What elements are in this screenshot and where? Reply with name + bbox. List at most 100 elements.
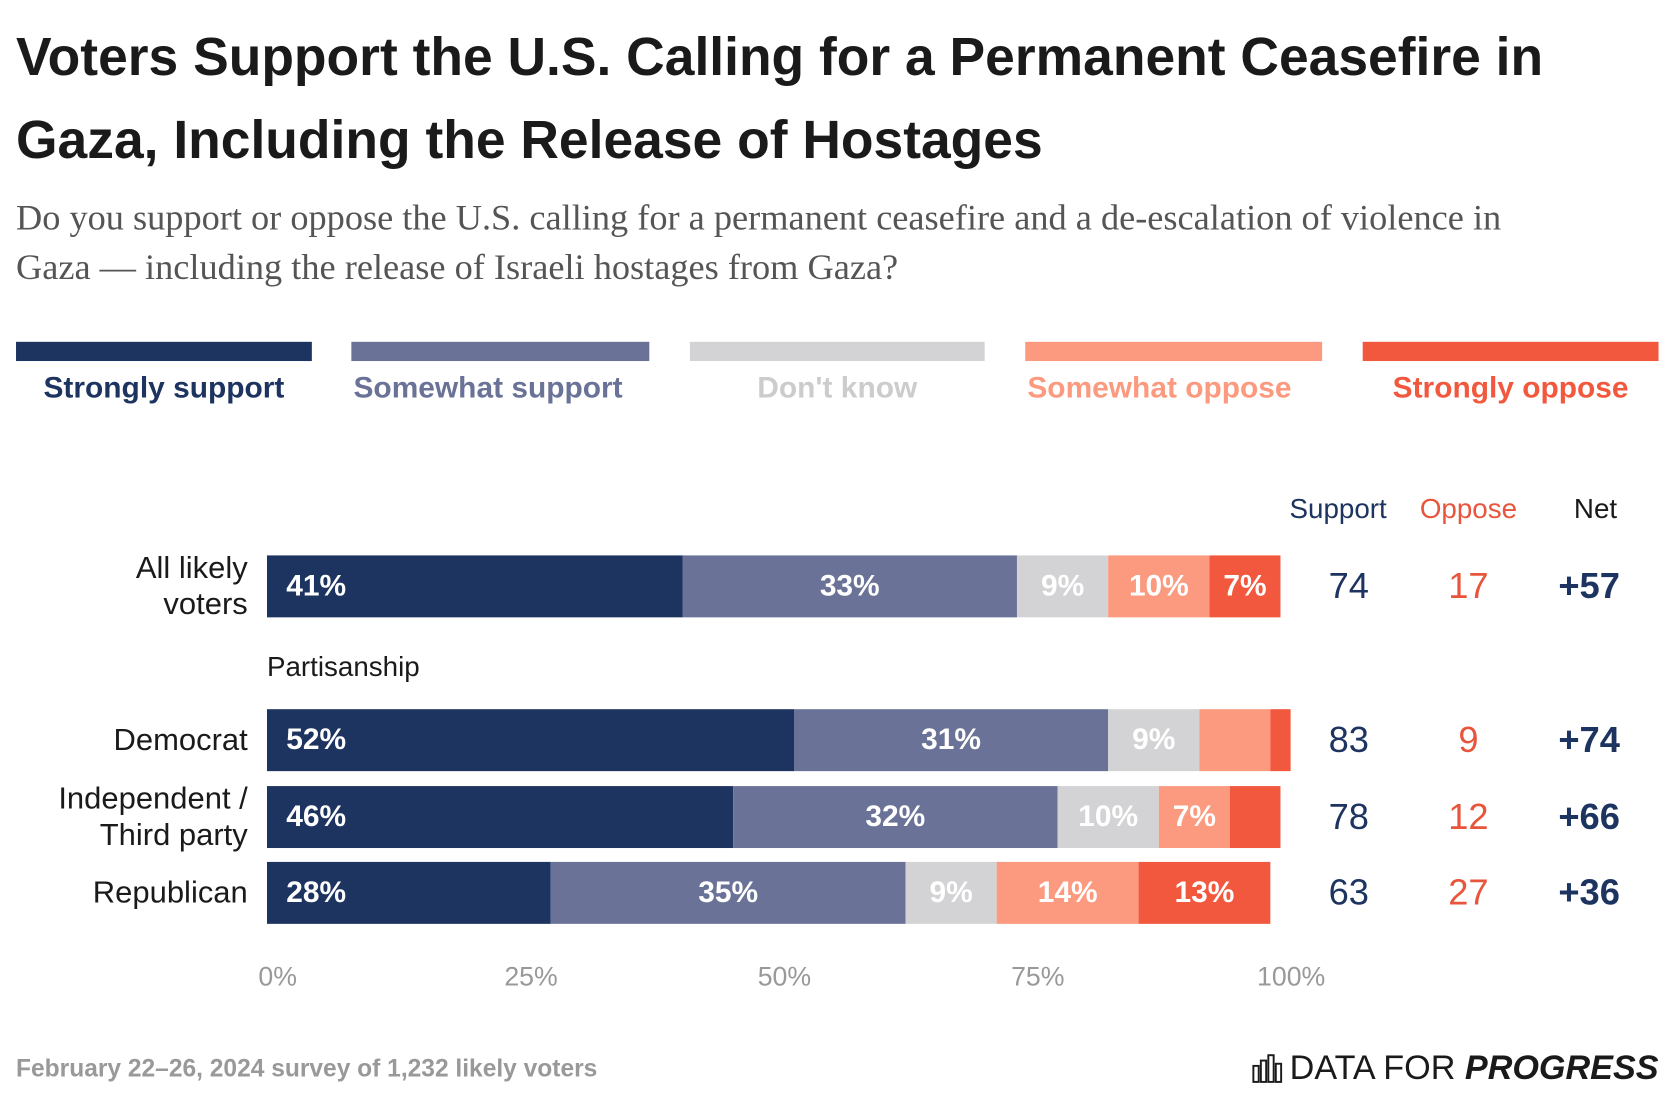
summary-header: Support — [1290, 493, 1387, 524]
bar-segment — [733, 786, 1058, 849]
legend-label: Somewhat support — [353, 370, 623, 404]
bar-segment — [1158, 786, 1230, 849]
bar-segment — [266, 786, 734, 849]
x-tick: 50% — [758, 961, 811, 991]
bar-segment — [266, 861, 551, 924]
value-label: 9% — [1132, 723, 1175, 756]
legend-label-box: Somewhat support — [353, 370, 623, 404]
chart-title-box: Voters Support the U.S. Calling for a Pe… — [16, 26, 1544, 170]
logo: DATA FOR PROGRESS — [1290, 1049, 1659, 1087]
logo-part: PROGRESS — [1465, 1049, 1659, 1087]
bar-segment — [1057, 786, 1159, 849]
value-label: 46% — [286, 800, 346, 833]
legend-label-box: Strongly support — [43, 370, 285, 404]
bar-segment — [550, 861, 906, 924]
summary-header: Oppose — [1420, 493, 1517, 524]
x-tick: 25% — [504, 961, 557, 991]
value-label: 10% — [1129, 569, 1189, 602]
category-label: All likely voters — [135, 551, 248, 622]
legend-swatch — [1025, 341, 1323, 362]
x-tick: 75% — [1011, 961, 1064, 991]
value-label: 28% — [286, 876, 346, 909]
legend-label: Somewhat oppose — [1027, 370, 1292, 404]
bar-segment — [1209, 555, 1281, 618]
oppose-value: 27 — [1448, 872, 1488, 913]
oppose-value: 12 — [1448, 796, 1488, 837]
bar-segment — [996, 861, 1139, 924]
legend-swatch — [689, 341, 985, 362]
bar-segment — [1270, 709, 1291, 772]
value-label: 33% — [820, 569, 880, 602]
category-label-box: All likely voters — [135, 551, 248, 622]
x-tick-label: 75% — [1011, 961, 1064, 991]
legend-label: Don't know — [757, 370, 918, 404]
category-label: Independent / Third party — [58, 781, 248, 853]
category-label: Republican — [92, 875, 248, 910]
net-value: +57 — [1558, 565, 1620, 606]
support-value: 63 — [1329, 872, 1369, 913]
legend-swatch — [351, 341, 650, 362]
bar-segment — [1138, 861, 1271, 924]
x-tick-label: 25% — [504, 961, 557, 991]
bar-segment — [1229, 786, 1281, 849]
category-label-box: Republican — [92, 875, 248, 910]
chart-subtitle-box: Do you support or oppose the U.S. callin… — [16, 198, 1502, 288]
net-value: +36 — [1558, 872, 1620, 913]
x-tick-label: 50% — [758, 961, 811, 991]
legend-label: Strongly support — [43, 370, 285, 404]
value-label: 13% — [1175, 876, 1235, 909]
bar-segment — [905, 861, 997, 924]
bar-segment — [266, 555, 683, 618]
value-label: 7% — [1173, 800, 1216, 833]
support-value: 78 — [1329, 796, 1369, 837]
logo-icon-bar — [1259, 1059, 1268, 1083]
chart-subtitle: Do you support or oppose the U.S. callin… — [16, 198, 1502, 288]
support-value: 74 — [1329, 565, 1369, 606]
source-note: February 22–26, 2024 survey of 1,232 lik… — [16, 1056, 597, 1083]
legend-label-box: Strongly oppose — [1392, 370, 1629, 404]
logo-icon — [1252, 1054, 1283, 1083]
value-label: 32% — [865, 800, 925, 833]
x-tick-label: 0% — [258, 961, 297, 991]
oppose-value: 9 — [1458, 719, 1478, 760]
chart-title: Voters Support the U.S. Calling for a Pe… — [16, 26, 1544, 170]
oppose-value: 17 — [1448, 565, 1488, 606]
logo-part: DATA FOR — [1290, 1049, 1456, 1087]
support-value: 83 — [1329, 719, 1369, 760]
net-value: +66 — [1558, 796, 1620, 837]
logo-icon-bar — [1267, 1054, 1275, 1083]
category-label: Democrat — [113, 723, 248, 758]
summary-header: Net — [1574, 493, 1617, 524]
category-label-box: Independent / Third party — [58, 781, 248, 853]
legend-swatch — [16, 341, 312, 362]
value-label: 52% — [286, 723, 346, 756]
bar-segment — [1016, 555, 1109, 618]
bar-segment — [793, 709, 1109, 772]
value-label: 9% — [929, 876, 972, 909]
bar-segment — [1108, 555, 1210, 618]
category-label-box: Democrat — [113, 723, 248, 758]
value-label: 9% — [1041, 569, 1084, 602]
net-value: +74 — [1558, 719, 1620, 760]
logo-icon-bar — [1274, 1062, 1283, 1083]
legend-swatch — [1362, 341, 1659, 362]
bar-segment — [682, 555, 1017, 618]
value-label: 35% — [698, 876, 758, 909]
value-label: 41% — [286, 569, 346, 602]
bar-segment — [1199, 709, 1271, 772]
legend-label-box: Somewhat oppose — [1027, 370, 1292, 404]
legend-label: Strongly oppose — [1392, 370, 1629, 404]
value-label: 31% — [921, 723, 981, 756]
value-label: 14% — [1038, 876, 1098, 909]
bar-segment — [1108, 709, 1200, 772]
value-label: 10% — [1078, 800, 1138, 833]
bar-segment — [266, 709, 794, 772]
value-label: 7% — [1223, 569, 1266, 602]
x-tick: 0% — [258, 961, 297, 991]
logo-icon-bar — [1252, 1064, 1260, 1083]
x-tick: 100% — [1257, 961, 1325, 991]
group-label: Partisanship — [267, 651, 420, 682]
x-tick-label: 100% — [1257, 961, 1325, 991]
legend-label-box: Don't know — [757, 370, 918, 404]
